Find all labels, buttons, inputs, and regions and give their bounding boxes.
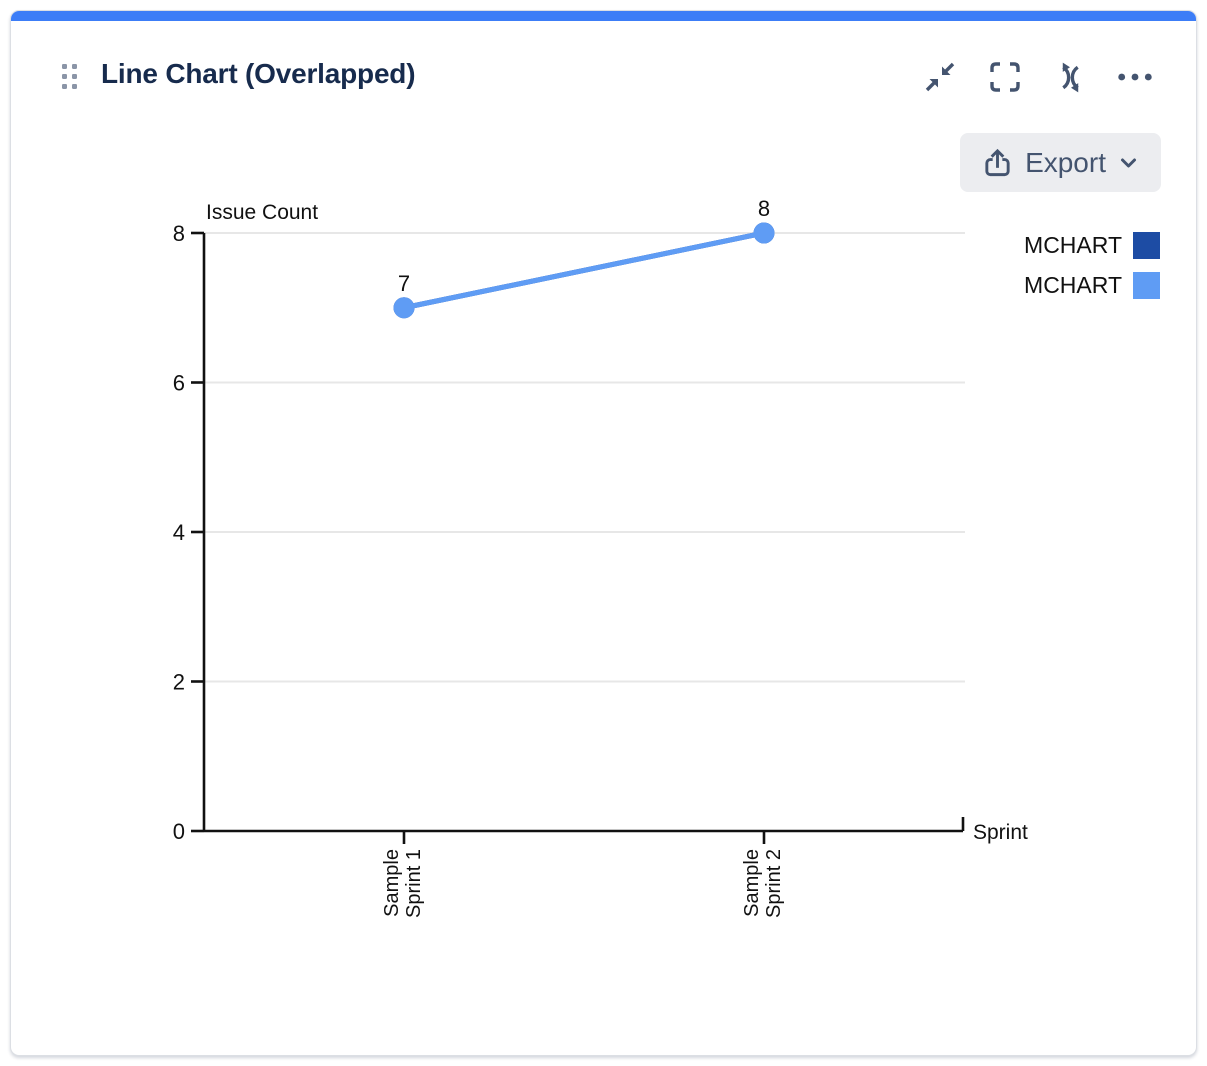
- legend-item[interactable]: MCHART: [1024, 232, 1160, 259]
- x-category-label: SampleSprint 2: [741, 849, 785, 918]
- y-tick-label: 6: [173, 371, 185, 396]
- more-button[interactable]: [1116, 57, 1154, 97]
- legend-swatch: [1133, 272, 1160, 299]
- data-point: [393, 297, 415, 319]
- point-label: 8: [758, 196, 770, 221]
- more-icon: [1118, 73, 1152, 81]
- drag-dot: [62, 64, 67, 69]
- legend-item[interactable]: MCHART: [1024, 272, 1160, 299]
- y-tick-label: 2: [173, 670, 185, 695]
- fullscreen-icon: [990, 62, 1020, 92]
- drag-dot: [62, 74, 67, 79]
- drag-dot: [72, 84, 77, 89]
- drag-handle[interactable]: [62, 64, 77, 89]
- export-label: Export: [1025, 146, 1106, 178]
- line-chart: 0 2 4 6 8 SampleSprint 1 SampleSprint 2 7 8 Issue…: [173, 196, 1028, 918]
- drag-dot: [62, 84, 67, 89]
- y-tick-label: 8: [173, 221, 185, 246]
- page-title: Line Chart (Overlapped): [101, 58, 416, 89]
- accent-bar: [11, 11, 1196, 21]
- gadget-card: Line Chart (Overlapped): [10, 10, 1197, 1056]
- legend-label: MCHART: [1024, 232, 1122, 258]
- legend-swatch: [1133, 232, 1160, 259]
- x-axis-title: Sprint: [973, 821, 1028, 844]
- drag-dot: [72, 74, 77, 79]
- refresh-button[interactable]: [1051, 57, 1089, 97]
- point-label: 7: [398, 271, 410, 296]
- y-axis-title: Issue Count: [206, 201, 318, 224]
- x-category-label: SampleSprint 1: [381, 849, 425, 918]
- export-icon: [985, 148, 1010, 177]
- collapse-icon: [925, 62, 955, 92]
- y-tick-label: 0: [173, 819, 185, 844]
- data-point: [753, 222, 775, 244]
- chevron-down-icon: [1121, 158, 1136, 167]
- export-button[interactable]: Export: [960, 133, 1161, 192]
- chart-legend: MCHART MCHART: [1024, 232, 1160, 299]
- legend-label: MCHART: [1024, 272, 1122, 298]
- toolbar: [921, 57, 1154, 97]
- fullscreen-button[interactable]: [986, 57, 1024, 97]
- y-tick-label: 4: [173, 520, 185, 545]
- refresh-icon: [1061, 62, 1079, 92]
- drag-dot: [72, 64, 77, 69]
- series-line: [403, 230, 765, 311]
- collapse-button[interactable]: [921, 57, 959, 97]
